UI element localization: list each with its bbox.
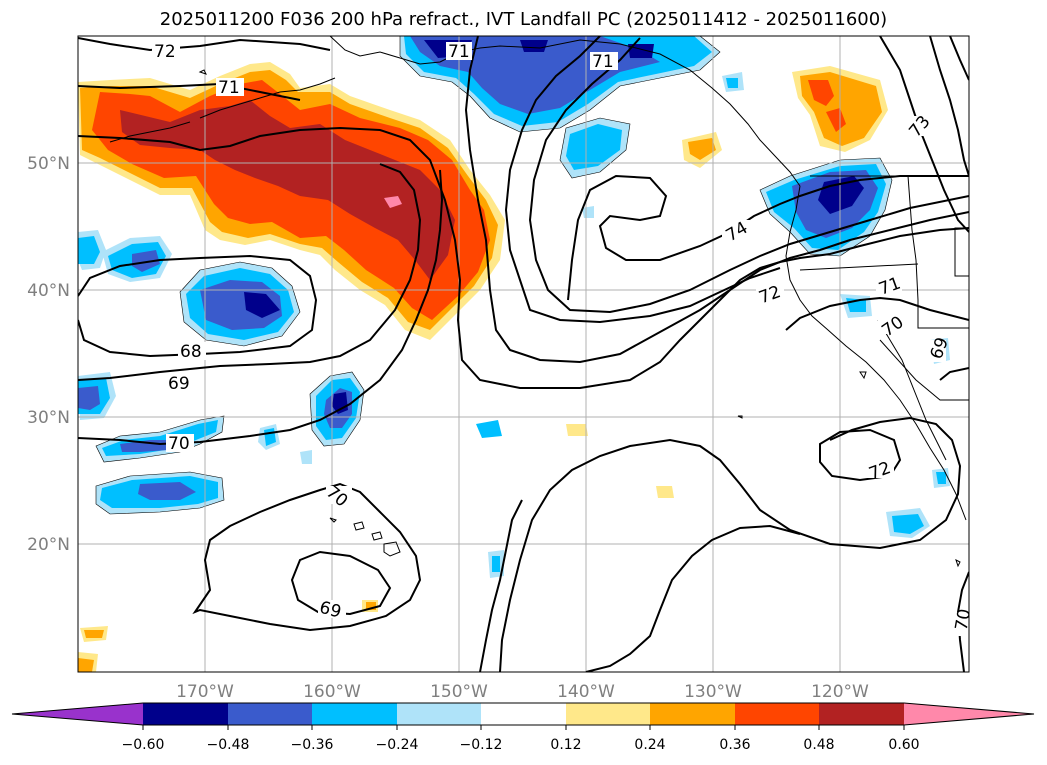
colorbar-tick-label: 0.24: [634, 737, 665, 753]
graticule: [78, 36, 969, 672]
colorbar-segment: [312, 703, 397, 725]
lat-label-50n: 50°N: [27, 154, 70, 174]
map-layers: 72 71 71 71 68 69 70 70 69 74 72 71 70: [78, 36, 975, 672]
colorbar-ticks: [142, 725, 905, 730]
colorbar-segment: [650, 703, 735, 725]
colorbar-extend-left: [12, 703, 143, 725]
colorbar-tick-label: 0.12: [550, 737, 581, 753]
lon-label-120w: 120°W: [811, 682, 869, 702]
colorbar-segment: [397, 703, 481, 725]
colorbar-segment: [735, 703, 819, 725]
colorbar-tick-label: −0.48: [207, 737, 250, 753]
contour-label: 71: [218, 78, 240, 98]
lon-label-140w: 140°W: [557, 682, 615, 702]
colorbar-tick-label: −0.36: [291, 737, 334, 753]
refractivity-contours: [78, 36, 969, 672]
contour-label: 72: [154, 42, 176, 62]
lat-label-20n: 20°N: [27, 535, 70, 555]
contour-label: 71: [448, 42, 470, 62]
colorbar-tick-label: −0.12: [460, 737, 503, 753]
colorbar-tick-label: 0.36: [719, 737, 750, 753]
lon-label-160w: 160°W: [303, 682, 361, 702]
colorbar-tick-label: 0.60: [888, 737, 919, 753]
colorbar-tick-label: −0.60: [122, 737, 165, 753]
colorbar: −0.60 −0.48 −0.36 −0.24 −0.12 0.12 0.24 …: [11, 702, 1035, 753]
lon-label-150w: 150°W: [430, 682, 488, 702]
contour-labels: 72 71 71 71 68 69 70 70 69 74 72 71 70: [152, 42, 975, 636]
longitude-labels: 170°W 160°W 150°W 140°W 130°W 120°W: [176, 682, 869, 702]
map-frame: [77, 35, 970, 673]
contour-label: 71: [592, 52, 614, 72]
colorbar-segment: [481, 703, 566, 725]
colorbar-segment: [819, 703, 904, 725]
colorbar-tick-label: 0.48: [803, 737, 834, 753]
colorbar-extend-right: [904, 703, 1034, 725]
contour-label: 70: [952, 607, 975, 632]
contour-label: 69: [168, 374, 190, 394]
colorbar-segment: [566, 703, 650, 725]
lon-label-170w: 170°W: [176, 682, 234, 702]
contour-label: 70: [168, 434, 190, 454]
coastlines: [109, 36, 969, 568]
colorbar-segment: [228, 703, 312, 725]
map-title: 2025011200 F036 200 hPa refract., IVT La…: [159, 9, 888, 30]
contour-label: 68: [180, 342, 202, 362]
colorbar-segment: [143, 703, 228, 725]
lat-label-30n: 30°N: [27, 408, 70, 428]
lat-label-40n: 40°N: [27, 281, 70, 301]
colorbar-tick-label: −0.24: [376, 737, 419, 753]
latitude-labels: 50°N 40°N 30°N 20°N: [27, 154, 70, 555]
lon-label-130w: 130°W: [684, 682, 742, 702]
